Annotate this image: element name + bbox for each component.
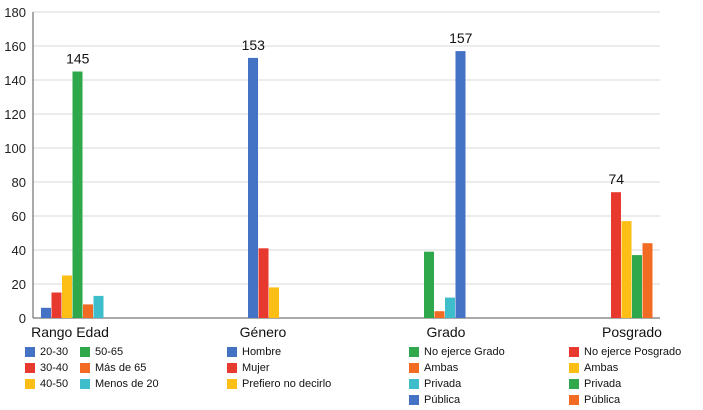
legend-swatch <box>569 347 579 357</box>
legend-item: Ambas <box>409 362 458 374</box>
category-labels: Rango Edad Género Grado Posgrado <box>31 324 662 340</box>
legend-item: Hombre <box>227 346 281 358</box>
legend-label: Pública <box>584 394 621 406</box>
legend-swatch <box>80 379 90 389</box>
bar-género-2 <box>269 287 279 318</box>
legend-swatch <box>25 363 35 373</box>
bar-grado-3 <box>455 51 466 318</box>
legend-swatch <box>25 379 35 389</box>
bar-rango-edad-2 <box>62 275 72 318</box>
legend-item: 50-65 <box>80 346 123 358</box>
legend-item: 20-30 <box>25 346 68 358</box>
legend-swatch <box>409 379 419 389</box>
bar-posgrado-0 <box>611 192 621 318</box>
legend-swatch <box>409 347 419 357</box>
y-tick-label: 180 <box>4 5 26 20</box>
y-tick-label: 120 <box>4 107 26 122</box>
legend-swatch <box>227 379 237 389</box>
category-label: Grado <box>427 324 466 340</box>
y-tick-label: 100 <box>4 141 26 156</box>
y-tick-label: 60 <box>12 209 26 224</box>
legend-label: Ambas <box>584 362 619 374</box>
legend-swatch <box>227 347 237 357</box>
legend-swatch <box>569 363 579 373</box>
legend-swatch <box>25 347 35 357</box>
data-label: 145 <box>66 51 90 67</box>
bar-posgrado-2 <box>632 255 642 318</box>
bar-grado-0 <box>424 251 434 318</box>
legend-item: Más de 65 <box>80 362 146 374</box>
y-axis-ticks: 0 20 40 60 80 100 120 140 160 180 <box>4 5 26 326</box>
legend-item: No ejerce Grado <box>409 346 505 358</box>
y-tick-label: 140 <box>4 73 26 88</box>
legend-item: Privada <box>569 378 621 390</box>
legend-label: No ejerce Grado <box>424 346 505 358</box>
data-label: 153 <box>242 37 266 53</box>
legend-label: Ambas <box>424 362 459 374</box>
legend-item: Prefiero no decirlo <box>227 378 331 390</box>
legend-swatch <box>569 379 579 389</box>
bar-género-1 <box>258 248 269 318</box>
bar-grado-1 <box>434 311 445 318</box>
legend-item: 40-50 <box>25 378 68 390</box>
y-tick-label: 0 <box>19 311 26 326</box>
category-label: Rango Edad <box>31 324 109 340</box>
legend-item: Privada <box>409 378 461 390</box>
legend-label: 20-30 <box>40 346 69 358</box>
legend-item: No ejerce Posgrado <box>569 346 681 358</box>
legend-label: No ejerce Posgrado <box>584 346 682 358</box>
legend-label: Prefiero no decirlo <box>242 378 332 390</box>
legend-swatch <box>409 395 419 405</box>
gridlines <box>33 11 660 319</box>
legend-label: Hombre <box>242 346 282 358</box>
bar-posgrado-1 <box>621 221 632 318</box>
legend-item: Menos de 20 <box>80 378 159 390</box>
data-labels: 145 153 157 74 <box>66 30 624 187</box>
legend-item: 30-40 <box>25 362 68 374</box>
category-label: Género <box>240 324 287 340</box>
bars <box>41 51 653 319</box>
legend-label: Pública <box>424 394 461 406</box>
bar-grado-2 <box>445 297 455 318</box>
legend-label: 40-50 <box>40 378 69 390</box>
legend-item: Pública <box>569 394 620 406</box>
legend-label: Privada <box>584 378 622 390</box>
legend-swatch <box>80 347 90 357</box>
legend-swatch <box>227 363 237 373</box>
bar-rango-edad-3 <box>72 71 83 318</box>
legend-label: 30-40 <box>40 362 69 374</box>
legend-swatch <box>80 363 90 373</box>
legend-label: 50-65 <box>95 346 124 358</box>
bar-rango-edad-1 <box>51 292 62 318</box>
legend-label: Menos de 20 <box>95 378 159 390</box>
legend-swatch <box>569 395 579 405</box>
bar-chart: 0 20 40 60 80 100 120 140 160 180 145 153 157 74 Ran… <box>4 5 662 340</box>
data-label: 157 <box>449 30 473 46</box>
legend-item: Mujer <box>227 362 270 374</box>
bar-género-0 <box>248 57 258 319</box>
y-tick-label: 40 <box>12 243 26 258</box>
category-label: Posgrado <box>602 324 662 340</box>
data-label: 74 <box>608 171 624 187</box>
bar-rango-edad-5 <box>93 295 104 318</box>
legend-label: Mujer <box>242 362 270 374</box>
y-tick-label: 160 <box>4 39 26 54</box>
bar-rango-edad-0 <box>41 307 51 318</box>
legend-label: Más de 65 <box>95 362 147 374</box>
y-tick-label: 80 <box>12 175 26 190</box>
legend-swatch <box>409 363 419 373</box>
y-tick-label: 20 <box>12 277 26 292</box>
bar-rango-edad-4 <box>83 304 93 318</box>
legend-item: Pública <box>409 394 460 406</box>
legend-label: Privada <box>424 378 462 390</box>
bar-posgrado-3 <box>642 243 653 318</box>
legend-item: Ambas <box>569 362 618 374</box>
